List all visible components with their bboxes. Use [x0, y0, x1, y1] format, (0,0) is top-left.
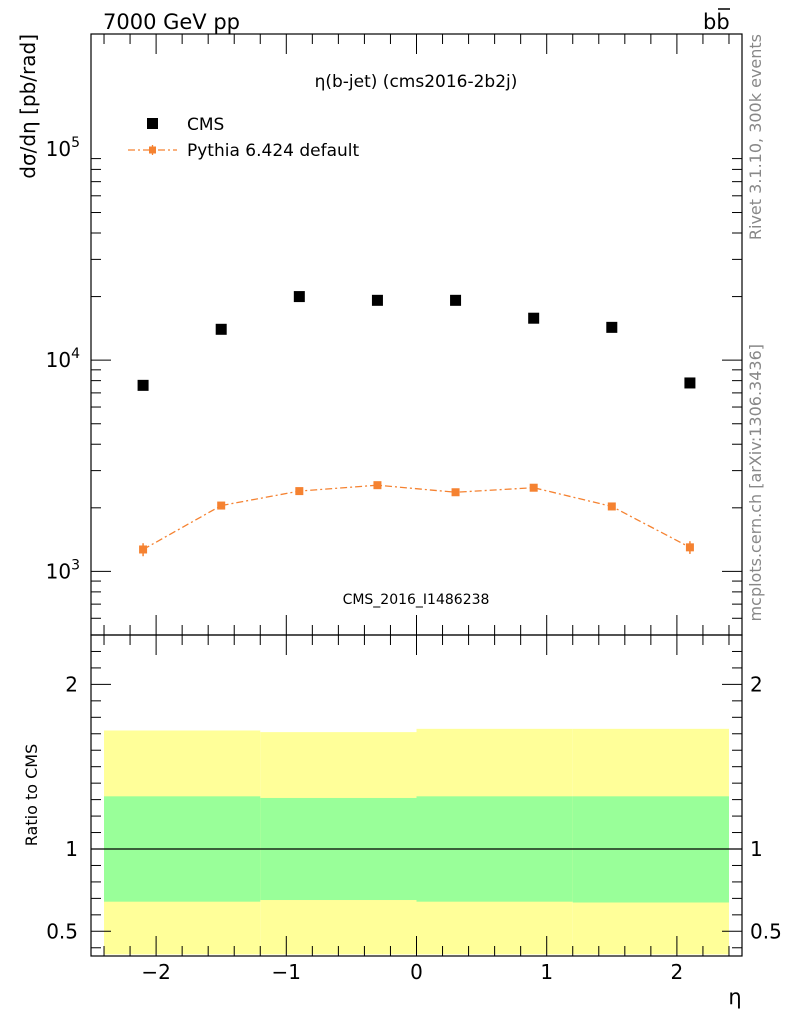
ratio-tick-labels: 0.5 0.5 1 1 2 2 −2 −1 0 1 2	[46, 672, 782, 984]
x-tick-label: −2	[141, 960, 170, 984]
pythia-point	[139, 545, 148, 554]
main-title: η(b-jet) (cms2016-2b2j)	[315, 72, 518, 92]
watermark: CMS_2016_I1486238	[343, 592, 490, 608]
process-bbar: b	[716, 10, 729, 34]
y-tick-label: 103	[46, 557, 80, 583]
ratio-y-axis-label: Ratio to CMS	[22, 744, 41, 846]
x-tick-label: 0	[410, 960, 423, 984]
cms-point	[215, 323, 227, 335]
pythia-point	[529, 483, 538, 492]
legend: CMS Pythia 6.424 default	[128, 115, 360, 161]
series-layer	[137, 291, 696, 557]
pythia-point	[295, 487, 304, 496]
y-tick-label: 104	[46, 346, 80, 372]
rivet-label: Rivet 3.1.10, 300k events	[746, 34, 765, 240]
ratio-y-tick-label-right: 1	[750, 837, 763, 861]
main-axis-ticks	[91, 34, 742, 636]
pythia-point	[373, 481, 382, 490]
ratio-y-tick-label-left: 2	[65, 672, 78, 696]
x-tick-label: 1	[540, 960, 553, 984]
main-panel: 103 104 105 η(b-jet) (cms2016-2b2j) dσ/dη …	[16, 33, 743, 636]
pythia-point	[607, 502, 616, 511]
ratio-panel: 0.5 0.5 1 1 2 2 −2 −1 0 1 2 Ratio to CMS η	[22, 634, 782, 1009]
x-axis-label: η	[728, 985, 741, 1009]
ratio-y-tick-label-left: 1	[65, 837, 78, 861]
y-tick-label: 105	[46, 135, 80, 161]
ratio-y-tick-label-right: 2	[750, 672, 763, 696]
header-energy-label: 7000 GeV pp	[103, 10, 240, 34]
legend-cms-label: CMS	[187, 115, 224, 135]
cms-point	[606, 321, 618, 333]
cms-point	[684, 377, 696, 389]
cms-point	[371, 294, 383, 306]
ratio-axis-ticks	[91, 635, 742, 956]
legend-cms-marker	[147, 118, 158, 129]
header-process-label: bb	[703, 10, 730, 34]
legend-pythia-label: Pythia 6.424 default	[187, 141, 360, 161]
pythia-point	[685, 543, 694, 552]
cms-point	[528, 312, 540, 324]
cms-point	[137, 379, 149, 391]
legend-pythia-marker	[149, 146, 156, 154]
x-tick-label: 2	[671, 960, 684, 984]
cms-point	[293, 291, 305, 303]
main-y-axis-label: dσ/dη [pb/rad]	[16, 34, 40, 179]
cms-point	[450, 294, 462, 306]
ratio-y-tick-label-left: 0.5	[46, 919, 78, 943]
mcplots-label: mcplots.cern.ch [arXiv:1306.3436]	[746, 344, 765, 621]
ratio-bands	[104, 728, 729, 955]
ratio-y-tick-label-right: 0.5	[750, 919, 782, 943]
pythia-line	[142, 484, 691, 551]
main-y-tick-labels: 103 104 105	[46, 135, 80, 583]
pythia-point	[451, 488, 460, 497]
pythia-point	[217, 501, 226, 510]
x-tick-label: −1	[272, 960, 301, 984]
